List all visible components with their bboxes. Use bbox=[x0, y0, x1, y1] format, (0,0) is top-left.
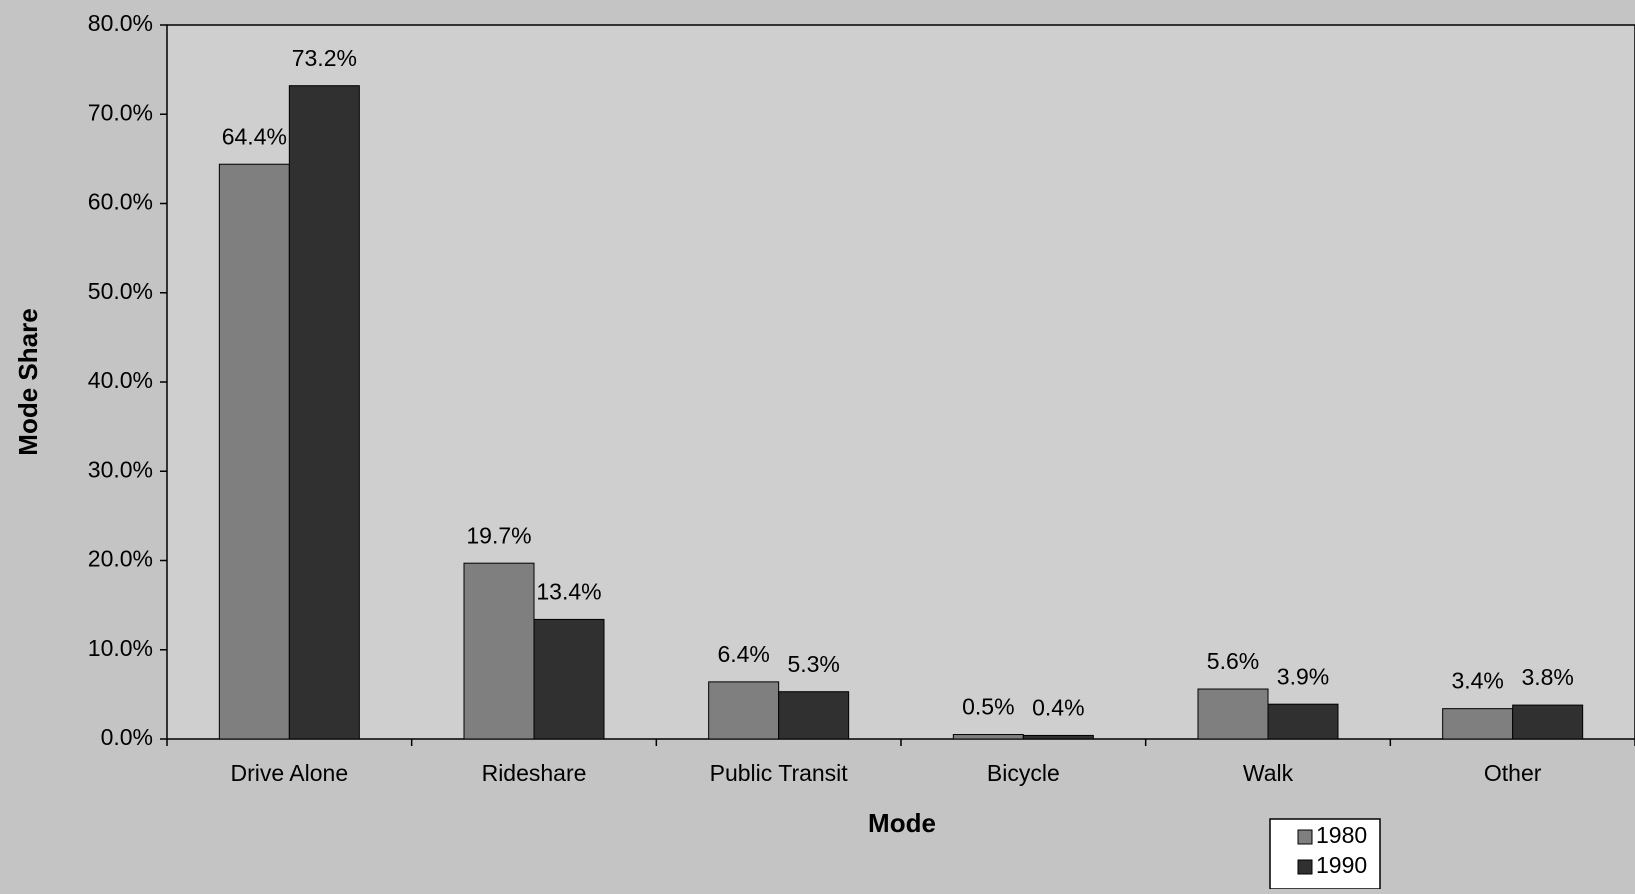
data-label: 64.4% bbox=[222, 123, 287, 149]
data-label: 6.4% bbox=[717, 641, 769, 667]
plot-area bbox=[166, 24, 1635, 740]
bar bbox=[952, 734, 1024, 740]
y-axis-title: Mode Share bbox=[13, 308, 43, 455]
bar bbox=[288, 85, 360, 740]
bar bbox=[1512, 704, 1584, 740]
y-tick-label: 20.0% bbox=[88, 546, 153, 572]
y-tick-label: 70.0% bbox=[88, 99, 153, 125]
bar bbox=[1022, 734, 1094, 740]
legend-swatch bbox=[1297, 829, 1313, 845]
bar bbox=[708, 681, 780, 740]
y-tick-label: 0.0% bbox=[101, 724, 153, 750]
data-label: 5.6% bbox=[1207, 648, 1259, 674]
data-label: 0.4% bbox=[1032, 695, 1084, 721]
data-label: 3.8% bbox=[1521, 664, 1573, 690]
y-tick-label: 60.0% bbox=[88, 189, 153, 215]
y-tick-label: 80.0% bbox=[88, 10, 153, 36]
x-tick-label: Other bbox=[1484, 760, 1542, 786]
bar bbox=[1442, 708, 1514, 740]
x-tick-label: Bicycle bbox=[987, 760, 1060, 786]
bar bbox=[1267, 703, 1339, 740]
x-tick-label: Rideshare bbox=[482, 760, 587, 786]
data-label: 3.9% bbox=[1277, 663, 1329, 689]
data-label: 3.4% bbox=[1451, 668, 1503, 694]
x-tick-label: Drive Alone bbox=[231, 760, 349, 786]
legend-box bbox=[1269, 818, 1381, 890]
bar bbox=[533, 618, 605, 740]
y-tick-label: 10.0% bbox=[88, 635, 153, 661]
data-label: 19.7% bbox=[466, 522, 531, 548]
data-label: 0.5% bbox=[962, 694, 1014, 720]
data-label: 5.3% bbox=[787, 651, 839, 677]
y-tick-label: 50.0% bbox=[88, 278, 153, 304]
y-tick-label: 30.0% bbox=[88, 456, 153, 482]
legend-swatch bbox=[1297, 859, 1313, 875]
x-axis-title: Mode bbox=[868, 808, 936, 838]
y-tick-label: 40.0% bbox=[88, 367, 153, 393]
bar bbox=[778, 691, 850, 740]
data-label: 73.2% bbox=[292, 45, 357, 71]
bar bbox=[463, 562, 535, 740]
bar bbox=[1197, 688, 1269, 740]
x-tick-label: Public Transit bbox=[710, 760, 849, 786]
data-label: 13.4% bbox=[536, 578, 601, 604]
legend-label: 1990 bbox=[1316, 852, 1367, 878]
legend-label: 1980 bbox=[1316, 822, 1367, 848]
bar bbox=[218, 163, 290, 740]
x-tick-label: Walk bbox=[1243, 760, 1294, 786]
